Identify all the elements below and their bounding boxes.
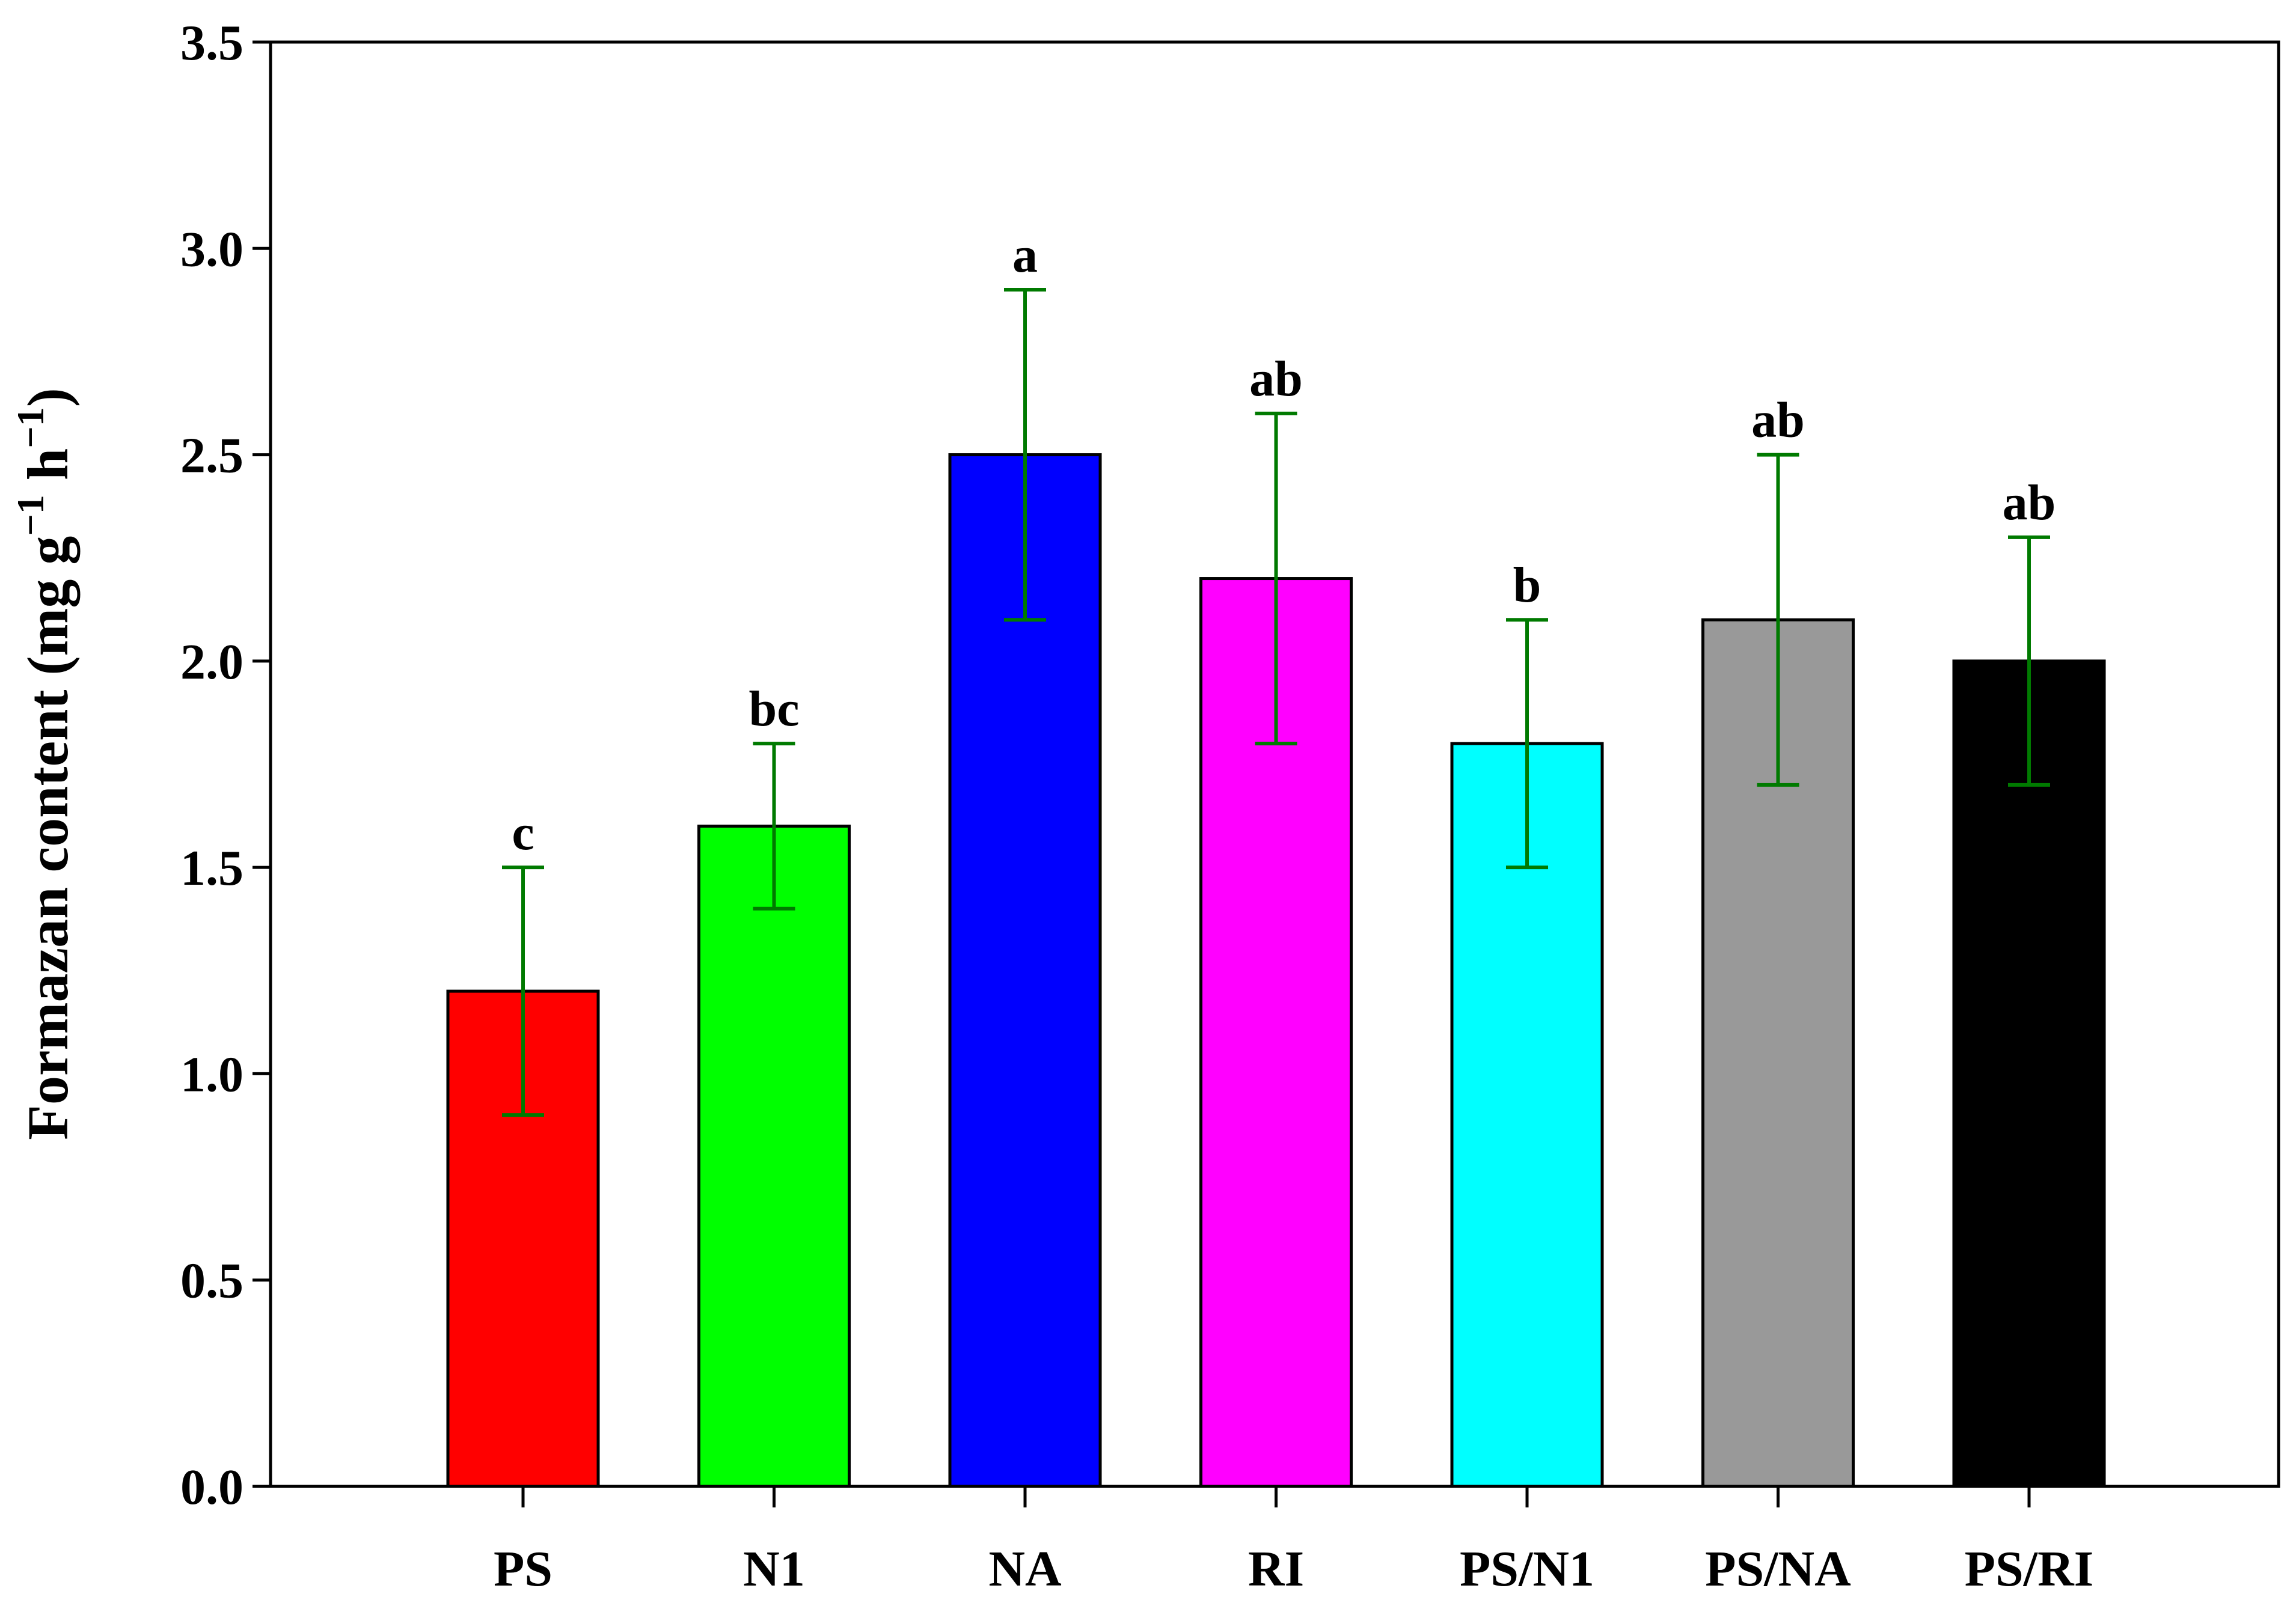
y-tick-label: 2.5 [180,428,243,484]
y-tick-label: 1.0 [180,1046,243,1102]
significance-letter: ab [1249,351,1303,407]
significance-labels-group: c bc a ab b ab ab [512,227,2056,861]
error-bars-group [502,287,2050,1117]
significance-letter: c [512,805,534,861]
y-tick-label: 3.0 [180,221,243,277]
x-tick-label: N1 [743,1541,805,1597]
y-tick-label: 2.0 [180,634,243,690]
significance-letter: ab [2003,475,2056,531]
x-tick-label: PS [494,1541,553,1597]
y-tick-label: 0.0 [180,1459,243,1515]
y-tick-label: 3.5 [180,15,243,71]
significance-letter: b [1513,557,1541,613]
y-axis-title: Formazan content (mg g−1 h−1) [9,388,80,1140]
x-axis: PS N1 NA RI PS/N1 PS/NA PS/RI [494,1486,2093,1597]
bar-ps-ri [1952,659,2106,1488]
significance-letter: ab [1751,392,1805,448]
y-tick-label: 1.5 [180,840,243,896]
x-tick-label: PS/N1 [1460,1541,1594,1597]
x-tick-label: RI [1248,1541,1304,1597]
y-tick-label: 0.5 [180,1253,243,1309]
significance-letter: bc [749,681,800,737]
bar-n1 [697,824,851,1488]
significance-letter: a [1012,227,1038,283]
x-tick-label: PS/RI [1965,1541,2094,1597]
y-axis: 0.0 0.5 1.0 1.5 2.0 2.5 3.0 3.5 [180,15,271,1515]
x-tick-label: NA [988,1541,1062,1597]
x-tick-label: PS/NA [1705,1541,1851,1597]
